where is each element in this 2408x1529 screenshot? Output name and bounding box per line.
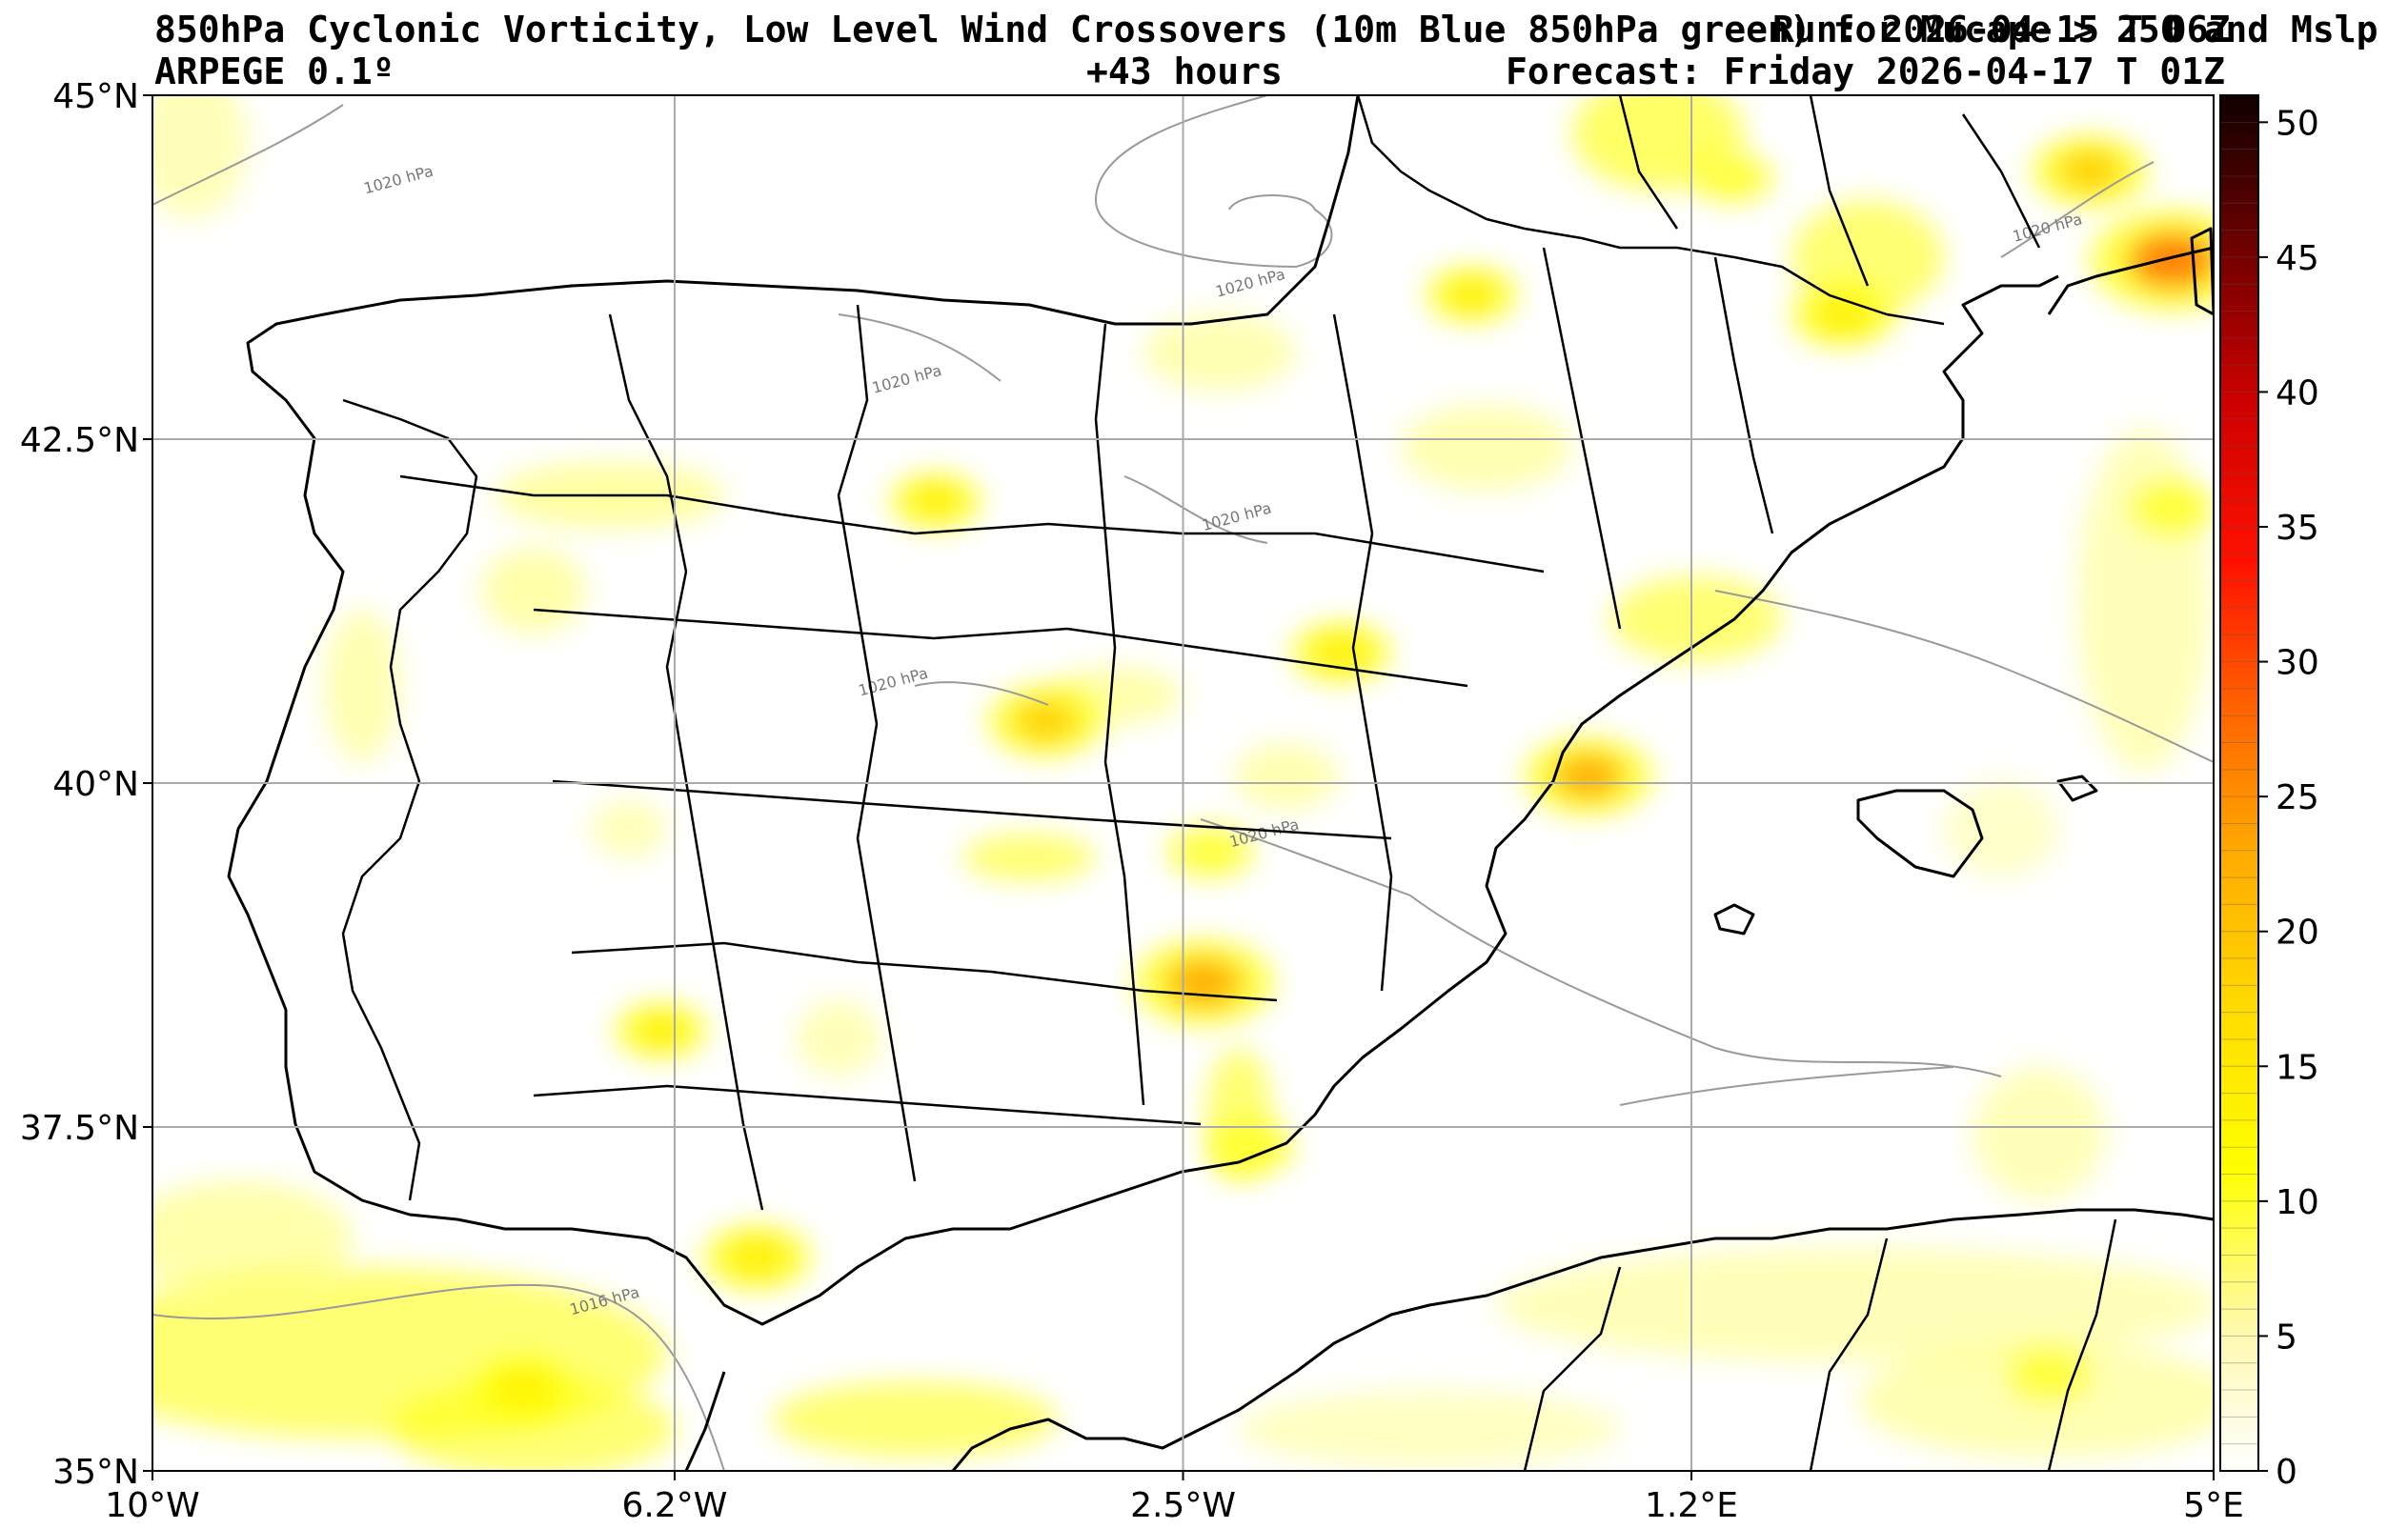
colorbar-tick-label: 45 [2276,239,2319,278]
colorbar-tick-label: 25 [2276,778,2319,817]
colorbar: 0 5 10 15 20 25 30 35 40 45 50 [2219,94,2319,1492]
vorticity-cell [1553,754,1624,799]
vorticity-cell [1165,958,1242,1007]
coastlines [227,95,2214,1471]
vorticity-cell [1014,700,1078,742]
lead-time: +43 hours [1086,50,1283,92]
x-tick-label: 6.2°W [622,1486,728,1525]
x-tick-label: 10°W [105,1486,199,1525]
vorticity-cell [1447,278,1497,312]
y-tick-label: 37.5°N [20,1109,139,1148]
run-time: Run: 2026-04-15 T 06Z [1772,9,2231,50]
x-tick-label: 2.5°W [1130,1486,1236,1525]
colorbar-tick-label: 15 [2276,1048,2319,1087]
x-tick-label: 5°E [2183,1486,2244,1525]
vorticity-cell [1814,297,1872,333]
colorbar-tick-label: 30 [2276,644,2319,683]
vorticity-field [152,95,2214,1471]
vorticity-cell [636,1015,686,1047]
colorbar-tick-label: 35 [2276,509,2319,548]
colorbar-tick-label: 40 [2276,373,2319,412]
isobars [152,95,2214,1471]
vorticity-maxima [475,134,2214,1418]
vorticity-cell [497,1371,550,1405]
vorticity-cell [1710,164,1754,192]
vorticity-cell [727,1238,786,1277]
colorbar-tick-label: 5 [2276,1318,2297,1357]
colorbar-tick-label: 10 [2276,1183,2319,1222]
colorbar-tick-label: 20 [2276,914,2319,953]
colorbar-gradient [2219,94,2259,1472]
vorticity-cell [910,485,961,517]
y-tick-label: 40°N [52,765,139,804]
vorticity-cell [2028,1361,2070,1388]
x-axis: 10°W 6.2°W 2.5°W 1.2°E 5°E [105,1471,2244,1525]
y-tick-label: 35°N [52,1453,139,1492]
vorticity-cell [2058,151,2121,191]
vorticity-cell [2151,493,2195,522]
y-axis: 45°N 42.5°N 40°N 37.5°N 35°N [20,77,152,1492]
vorticity-cell [1187,836,1234,867]
vorticity-cell [1228,1133,1275,1162]
x-tick-label: 1.2°E [1645,1486,1738,1525]
y-tick-label: 45°N [52,77,139,116]
chart-title: 850hPa Cyclonic Vorticity, Low Level Win… [154,9,2378,50]
colorbar-tick-label: 50 [2276,104,2319,143]
vorticity-cell [2128,231,2214,289]
y-tick-label: 42.5°N [20,421,139,460]
forecast-time: Forecast: Friday 2026-04-17 T 01Z [1506,50,2225,92]
model-name: ARPEGE 0.1º [154,50,395,92]
colorbar-tick-label: 0 [2276,1453,2297,1492]
